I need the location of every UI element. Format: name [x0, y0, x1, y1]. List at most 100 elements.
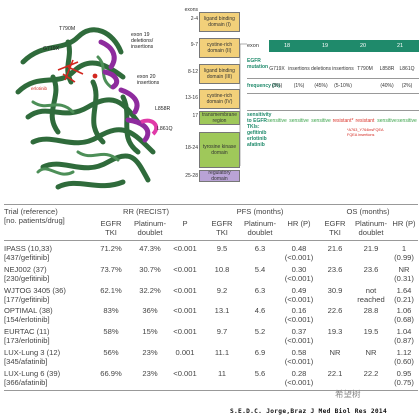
cell-rr-egfr: 71.2%	[100, 244, 122, 253]
connector-lines	[239, 43, 248, 166]
cell-rr-plat: 30.7%	[139, 264, 161, 274]
cell-pfs-egfr: 9.5	[216, 244, 228, 253]
results-table: Trial (reference) [no. patients/drug] RR…	[4, 204, 418, 391]
cell-os-egfr: 21.6	[327, 244, 343, 253]
cell-pfs-plat: 5.2	[254, 327, 266, 337]
label-exon19: exon 19 deletions/ insertions	[131, 32, 154, 50]
sub-egfr: EGFR TKI	[100, 219, 122, 237]
exon-range: 2-4	[190, 16, 198, 22]
cell-pfs-hr: 0.30 (<0.001)	[284, 264, 314, 283]
cell-pfs-plat: 5.4	[254, 264, 266, 274]
cell-os-plat: NR	[365, 348, 377, 357]
cell-os-hr: 1.04 (0.87)	[394, 327, 414, 346]
cell-trial: WJTOG 3405 (36) [177/gefitinib]	[4, 285, 66, 304]
sub-hr: HR (P)	[287, 219, 311, 228]
cell-pfs-hr: 0.49 (<0.001)	[284, 285, 314, 304]
cell-pfs-hr: 0.28 (<0.001)	[284, 368, 314, 387]
exon-range: 9-7	[190, 42, 198, 48]
label-l861q: L861Q	[157, 126, 173, 132]
cell-pfs-plat: 4.6	[254, 306, 266, 316]
domain-box: ligand binding domain (III)	[199, 64, 240, 84]
exon-number: 19	[321, 43, 329, 49]
cell-os-egfr: 22.6	[327, 306, 343, 316]
domain-box: transmembrane region	[199, 111, 240, 125]
domain-box: regulatory domain	[199, 170, 240, 182]
mutation-sensitivity: sensitive	[397, 118, 417, 124]
mutation-sensitivity: sensitive	[267, 118, 287, 124]
cell-pfs-hr: 0.58 (<0.001)	[284, 348, 314, 366]
mutation-name: deletions	[310, 66, 331, 72]
exon-bar	[269, 40, 419, 52]
cell-os-hr: 0.95 (0.75)	[394, 368, 414, 387]
exon-range: 8-12	[187, 69, 198, 75]
exon-range: 18-24	[185, 145, 198, 151]
cell-rr-plat: 15%	[142, 327, 158, 337]
table-rule	[4, 389, 418, 391]
cell-pfs-hr: 0.48 (<0.001)	[284, 244, 314, 262]
table-row: LUX-Lung 3 (12) [345/afatinib] 56% 23% 0.00…	[4, 348, 418, 369]
cell-os-hr: 1.06 (0.68)	[394, 306, 414, 325]
cell-rr-plat: 32.2%	[139, 285, 161, 295]
label-exon20: exon 20 insertions	[137, 74, 160, 86]
sub-hr: HR (P)	[392, 219, 416, 228]
sub-egfr: EGFR TKI	[324, 219, 346, 237]
group-header-os: OS (months)	[346, 207, 390, 216]
divider	[247, 93, 419, 94]
cell-trial: NEJ002 (37) [230/gefitinib]	[4, 264, 50, 283]
cell-pfs-egfr: 9.7	[216, 327, 228, 337]
cell-os-plat: 21.9	[363, 244, 379, 253]
cell-os-egfr: 30.9	[327, 285, 343, 295]
cell-rr-egfr: 73.7%	[100, 264, 122, 274]
mutation-frequency: (40%)	[380, 83, 394, 89]
cell-rr-plat: 23%	[142, 348, 158, 357]
exon-number: 21	[396, 43, 404, 49]
exon-number: 18	[283, 43, 291, 49]
cell-rr-egfr: 62.1%	[100, 285, 122, 295]
cell-os-hr: NR (0.31)	[394, 264, 414, 283]
label-l858r: L858R	[155, 106, 171, 112]
mutation-name: L861Q	[399, 66, 415, 72]
table-row: EURTAC (11) [173/erlotinib] 58% 15% <0.001 9…	[4, 327, 418, 348]
domain-box: tyrosine kinase domain	[199, 132, 240, 168]
cell-rr-p: <0.001	[173, 368, 197, 378]
row-header-mutation: EGFR mutation	[247, 58, 269, 70]
mutation-frequency: (3%)	[271, 83, 283, 89]
mutation-panel: exon 18 19 20 21 EGFR mutation frequency…	[247, 40, 419, 168]
cell-os-hr: 1 (0.99)	[394, 244, 414, 262]
exon-number: 20	[359, 43, 367, 49]
cell-trial: IPASS (10,33) [437/gefitinib]	[4, 244, 52, 262]
col-trial: Trial (reference) [no. patients/drug]	[4, 207, 65, 225]
cell-os-plat: 28.8	[363, 306, 379, 316]
cell-os-plat: not reached	[357, 285, 385, 304]
mutation-sensitivity: resistant*	[332, 118, 354, 124]
table-rule	[4, 204, 418, 205]
watermark: 希望树	[335, 389, 361, 399]
mutation-name: L858R	[379, 66, 395, 72]
mutation-frequency: (45%)	[314, 83, 328, 89]
exon-range: 25-28	[185, 173, 198, 179]
sub-plat: Platinum- doublet	[133, 219, 167, 237]
cell-trial: OPTIMAL (38) [154/erlotinib]	[4, 306, 53, 325]
cell-os-plat: 22.2	[363, 368, 379, 378]
exon-range: 17	[192, 113, 198, 119]
cell-os-hr: 1.12 (0.60)	[394, 348, 414, 366]
cell-rr-p: <0.001	[173, 306, 197, 316]
cell-os-hr: 1.64 (0.21)	[394, 285, 414, 304]
cell-rr-p: <0.001	[173, 244, 197, 253]
mutation-sensitivity: sensitive	[289, 118, 309, 124]
mutation-name: insertions	[332, 66, 354, 72]
table-rule	[4, 240, 418, 241]
cell-rr-egfr: 56%	[103, 348, 119, 357]
table-row: OPTIMAL (38) [154/erlotinib] 83% 36% <0.001…	[4, 306, 418, 327]
group-header-pfs: PFS (months)	[236, 207, 284, 216]
cell-pfs-egfr: 11	[218, 368, 226, 378]
cell-os-egfr: 23.6	[327, 264, 343, 274]
exon-bar-label: exon	[247, 40, 261, 52]
cell-pfs-plat: 6.3	[254, 244, 266, 253]
mutation-name: G719X	[269, 66, 285, 72]
label-erlotinib: erlotinib	[31, 86, 48, 91]
cell-os-egfr: 19.3	[327, 327, 343, 337]
footnote: *A763_Y764insFQEA FQEA insertions	[347, 128, 384, 137]
table-row: NEJ002 (37) [230/gefitinib] 73.7% 30.7% <0.…	[4, 265, 418, 286]
table-row: IPASS (10,33) [437/gefitinib] 71.2% 47.3% <…	[4, 244, 418, 265]
